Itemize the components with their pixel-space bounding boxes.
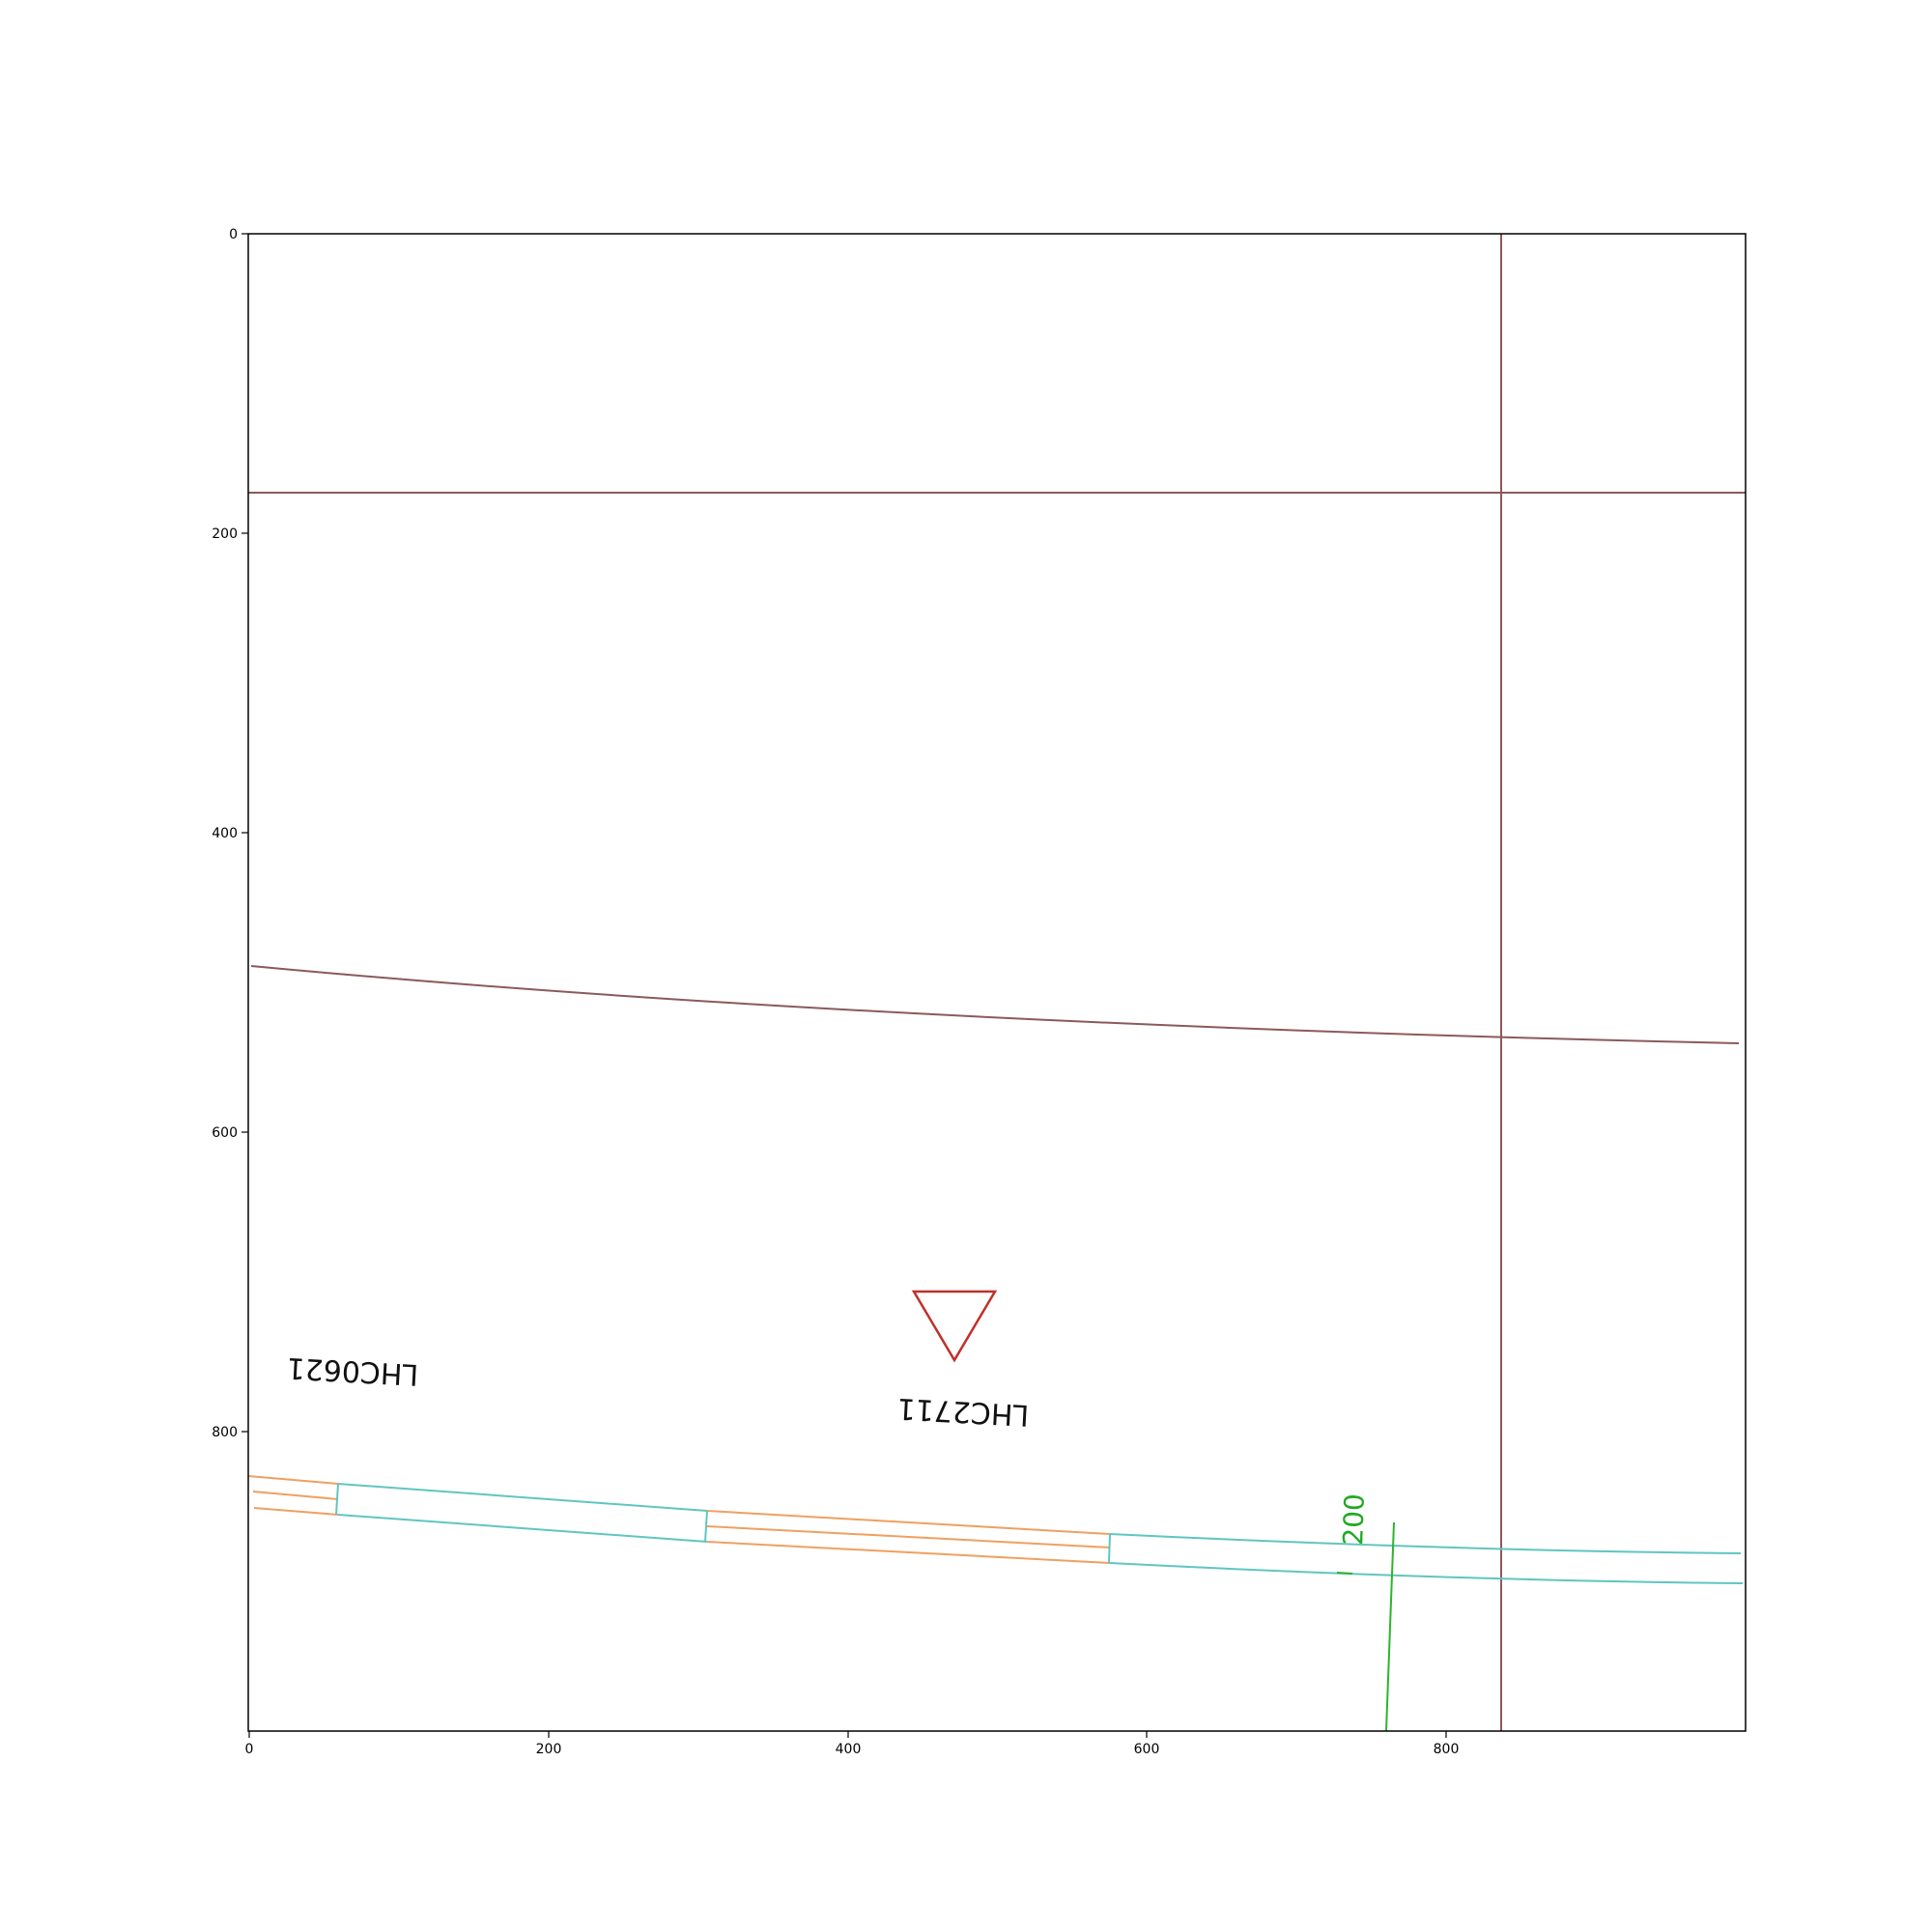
curved-boundary-line bbox=[250, 965, 1740, 1044]
y-tick-label: 200 bbox=[212, 526, 238, 542]
y-tick-label: 0 bbox=[229, 227, 238, 242]
road-edge-line bbox=[706, 1510, 1111, 1535]
x-axis bbox=[248, 1731, 1447, 1738]
contour-tick bbox=[1336, 1572, 1353, 1575]
x-tick-label: 800 bbox=[1434, 1742, 1460, 1757]
y-tick-label: 800 bbox=[212, 1425, 238, 1440]
y-tick-label: 600 bbox=[212, 1125, 238, 1141]
road-segment-line bbox=[337, 1483, 708, 1512]
station-label-lhc0621: LHC0621 bbox=[286, 1350, 419, 1391]
y-axis bbox=[242, 233, 248, 1433]
station-label-lhc2711: LHC2711 bbox=[896, 1391, 1030, 1432]
road-edge-line bbox=[248, 1475, 339, 1485]
y-tick-label: 400 bbox=[212, 826, 238, 841]
road-segment-divider bbox=[704, 1510, 708, 1543]
road-teal-segments bbox=[335, 1483, 1744, 1584]
road-segment-divider bbox=[1108, 1533, 1111, 1564]
x-tick-label: 0 bbox=[245, 1742, 254, 1757]
road-segment-line bbox=[1109, 1533, 1742, 1554]
x-tick-label: 400 bbox=[836, 1742, 862, 1757]
road-edge-line bbox=[252, 1491, 339, 1500]
road-segment-line bbox=[1109, 1562, 1744, 1584]
contour-line bbox=[1385, 1521, 1395, 1731]
plot-frame bbox=[247, 233, 1747, 1732]
map-plot-area: LHC0621 LHC2711 200 bbox=[248, 234, 1746, 1731]
warning-triangle-icon bbox=[911, 1290, 998, 1363]
contour-value-label: 200 bbox=[1337, 1493, 1371, 1547]
road-orange-segments bbox=[248, 1475, 1111, 1564]
x-tick-label: 600 bbox=[1134, 1742, 1160, 1757]
road-segment-divider bbox=[335, 1483, 339, 1516]
road-edge-line bbox=[706, 1525, 1111, 1548]
road-edge-line bbox=[253, 1507, 339, 1516]
road-edge-line bbox=[706, 1541, 1111, 1564]
x-tick-label: 200 bbox=[536, 1742, 562, 1757]
road-segment-line bbox=[337, 1514, 708, 1543]
